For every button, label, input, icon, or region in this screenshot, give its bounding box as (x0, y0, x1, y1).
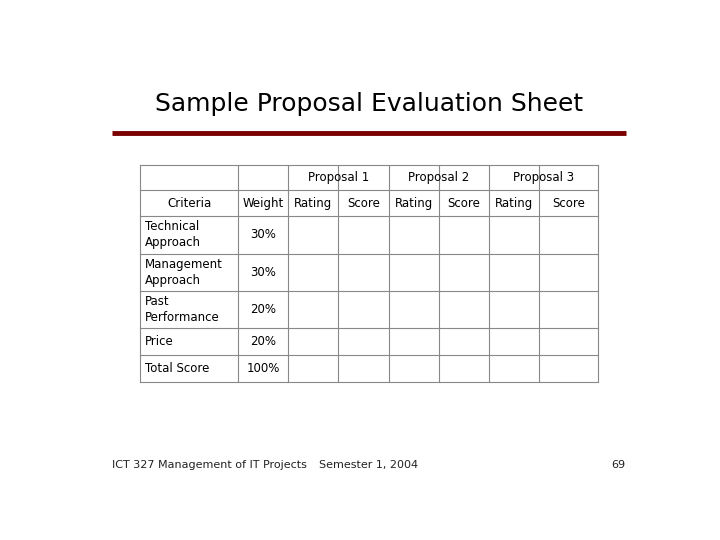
Text: 30%: 30% (250, 228, 276, 241)
Text: Score: Score (552, 197, 585, 210)
Text: ICT 327 Management of IT Projects: ICT 327 Management of IT Projects (112, 460, 307, 470)
Text: Score: Score (347, 197, 380, 210)
Text: Rating: Rating (395, 197, 433, 210)
Text: Proposal 1: Proposal 1 (307, 171, 369, 184)
Text: Score: Score (447, 197, 480, 210)
Text: Proposal 2: Proposal 2 (408, 171, 469, 184)
Text: 100%: 100% (246, 362, 279, 375)
Text: Rating: Rating (495, 197, 534, 210)
Text: Weight: Weight (243, 197, 284, 210)
Text: 69: 69 (611, 460, 626, 470)
Text: Semester 1, 2004: Semester 1, 2004 (320, 460, 418, 470)
Text: Proposal 3: Proposal 3 (513, 171, 574, 184)
Text: 20%: 20% (250, 335, 276, 348)
Text: Management
Approach: Management Approach (145, 258, 222, 287)
Text: Total Score: Total Score (145, 362, 209, 375)
Text: 30%: 30% (250, 266, 276, 279)
Text: Technical
Approach: Technical Approach (145, 220, 201, 249)
Text: Sample Proposal Evaluation Sheet: Sample Proposal Evaluation Sheet (155, 92, 583, 116)
Text: Criteria: Criteria (167, 197, 211, 210)
Text: Rating: Rating (294, 197, 333, 210)
Text: 20%: 20% (250, 303, 276, 316)
Text: Price: Price (145, 335, 174, 348)
Text: Past
Performance: Past Performance (145, 295, 220, 324)
